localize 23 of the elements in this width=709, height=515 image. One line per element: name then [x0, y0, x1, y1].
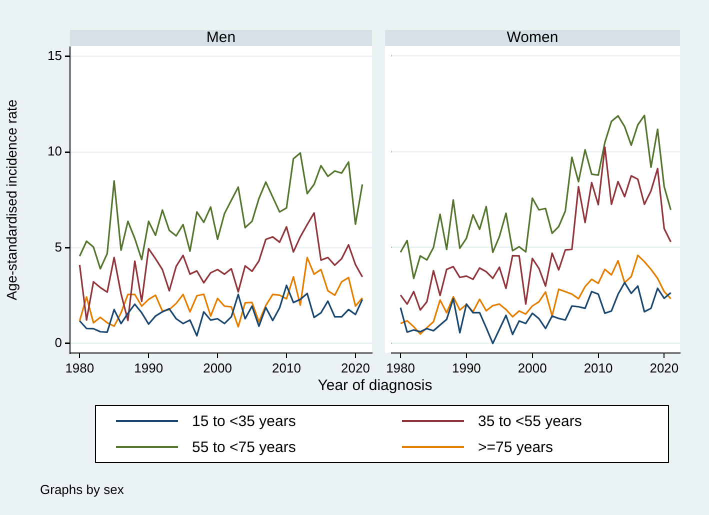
y-tick-label: 5	[54, 239, 62, 254]
y-tick-label: 15	[48, 48, 62, 63]
chart-title: Men	[70, 29, 372, 46]
x-axis-title: Year of diagnosis	[316, 377, 434, 394]
x-tick-label: 1990	[134, 360, 164, 376]
chart-title: Women	[385, 29, 680, 46]
x-tick-label: 1980	[386, 360, 415, 376]
text: Graphs by sex	[40, 482, 124, 497]
legend-label: 35 to <55 years	[478, 412, 582, 430]
x-tick-label: 1980	[65, 360, 94, 376]
x-tick-label: 2020	[340, 360, 370, 376]
x-tick-label: 2010	[584, 360, 613, 376]
y-axis-title: Age-standardised incidence rate	[3, 99, 20, 300]
legend-label: 15 to <35 years	[192, 412, 296, 430]
x-tick-label: 2010	[272, 360, 301, 376]
x-tick-label: 2020	[650, 360, 679, 376]
x-tick-label: 2000	[518, 360, 547, 376]
legend-label: 55 to <75 years	[192, 438, 296, 456]
y-tick-label: 10	[48, 144, 62, 159]
legend-label: >=75 years	[478, 438, 554, 456]
x-tick-label: 2000	[203, 360, 232, 376]
x-tick-label: 1990	[452, 360, 481, 376]
y-tick-label: 0	[54, 335, 62, 350]
